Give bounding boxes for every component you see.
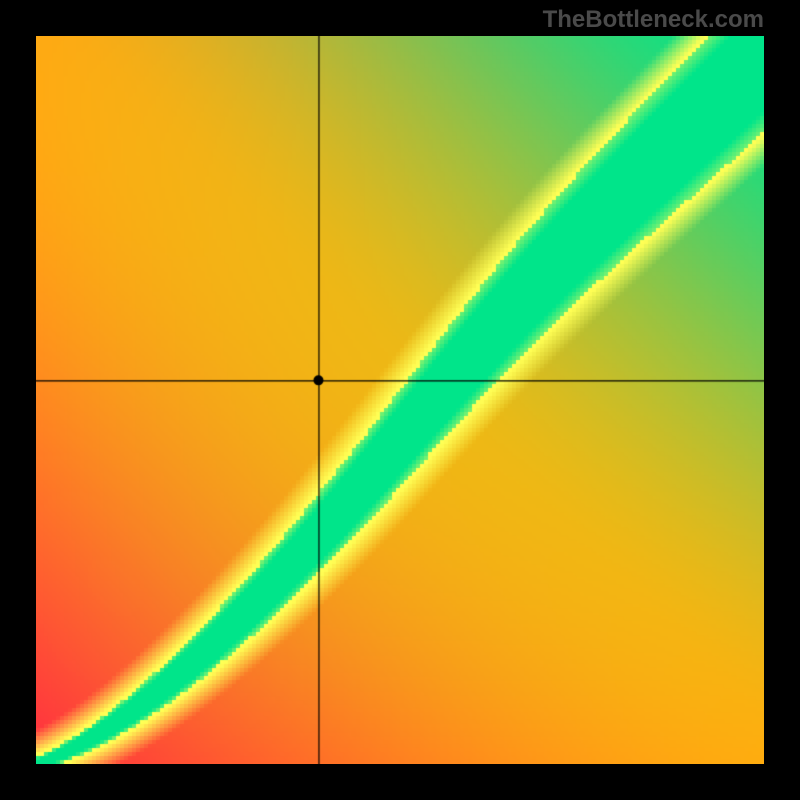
bottleneck-heatmap bbox=[36, 36, 764, 764]
chart-container: TheBottleneck.com bbox=[0, 0, 800, 800]
watermark-label: TheBottleneck.com bbox=[543, 6, 764, 34]
